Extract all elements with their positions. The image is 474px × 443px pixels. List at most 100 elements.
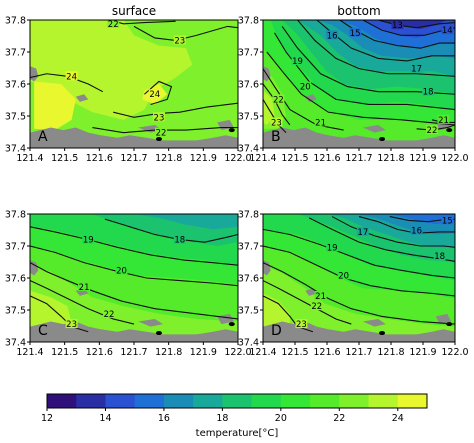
contour-label-bg	[314, 290, 327, 300]
colorbar-segment	[339, 394, 370, 408]
contour-label-bg	[326, 242, 339, 252]
contour-line	[92, 126, 238, 134]
temperature-band	[30, 265, 238, 342]
y-tick-label: 37.5	[5, 112, 26, 123]
contour-label: 15	[350, 29, 361, 39]
colorbar-segment	[134, 394, 165, 408]
x-tick-label: 121.8	[155, 347, 182, 358]
contour-label: 20	[300, 83, 311, 93]
colorbar-tick-label: 12	[41, 413, 53, 424]
panel-C-field: 18 19 20 21 22 23	[30, 214, 238, 342]
y-tick-label: 37.4	[238, 144, 259, 155]
x-tick-label: 121.6	[86, 153, 113, 164]
contour-label-bg	[103, 308, 116, 318]
contour-line	[263, 68, 344, 131]
contour-label-bg	[410, 225, 423, 235]
contour-label-bg	[437, 114, 450, 124]
colorbar-segment	[251, 394, 282, 408]
x-tick-label: 121.7	[345, 347, 372, 358]
contour-line	[30, 245, 238, 287]
colorbar-segment	[397, 394, 428, 408]
contour-label: 19	[83, 236, 94, 246]
contour-label: 18	[434, 252, 445, 262]
contour-label: 22	[427, 126, 438, 136]
land-mass	[138, 318, 164, 327]
contour-label-bg	[107, 20, 120, 28]
x-tick-label: 121.7	[120, 347, 147, 358]
contour-line	[263, 228, 455, 279]
colorbar-segment	[163, 394, 194, 408]
land-mass	[263, 127, 455, 148]
contour-label: 23	[174, 36, 185, 46]
contour-line	[133, 25, 238, 42]
contour-line	[30, 295, 89, 333]
contour-line	[30, 262, 238, 320]
contour-label-bg	[356, 226, 369, 236]
y-tick-label: 37.4	[238, 338, 259, 349]
y-tick-label: 37.7	[5, 48, 26, 59]
contour-label-bg	[425, 125, 438, 135]
contour-label: 23	[154, 113, 165, 123]
x-tick-label: 121.5	[51, 347, 78, 358]
panel-letter: A	[38, 129, 48, 145]
x-tick-label: 121.9	[409, 347, 436, 358]
contour-label-bg	[337, 270, 350, 280]
colorbar-segment	[222, 394, 253, 408]
contour-label-bg	[173, 35, 186, 45]
colorbar-segment	[310, 394, 340, 408]
contour-label: 17	[411, 65, 422, 75]
contour-label: 16	[327, 31, 338, 41]
x-tick-label: 121.7	[345, 153, 372, 164]
colorbar: 12 14 16 18 20 22 24 temperature[°C]	[41, 393, 428, 439]
y-tick-label: 37.6	[5, 80, 26, 91]
temperature-band	[34, 81, 76, 131]
y-tick-label: 37.8	[238, 16, 259, 27]
island-marker	[155, 331, 162, 336]
contour-line	[263, 280, 352, 325]
contour-label-bg	[148, 89, 161, 99]
contour-label: 15	[442, 216, 453, 226]
x-tick-label: 121.6	[313, 153, 340, 164]
contour-line	[263, 262, 455, 325]
contour-line	[274, 32, 455, 111]
x-tick-label: 121.5	[51, 153, 78, 164]
y-tick-label: 37.8	[5, 210, 26, 221]
y-tick-label: 37.6	[5, 274, 26, 285]
colorbar-tick-label: 14	[99, 413, 111, 424]
contour-label: 13	[392, 21, 403, 31]
x-tick-label: 122.0	[441, 347, 468, 358]
contour-label: 21	[315, 292, 326, 302]
contour-line	[281, 26, 455, 95]
contour-line	[263, 245, 455, 297]
land-mass	[30, 321, 238, 342]
contour-label-bg	[391, 20, 404, 30]
colorbar-label: temperature[°C]	[196, 428, 279, 439]
contour-line	[331, 216, 455, 248]
x-tick-label: 121.8	[377, 347, 404, 358]
contour-line	[263, 83, 291, 126]
x-tick-label: 121.5	[281, 347, 308, 358]
contour-label-bg	[78, 281, 91, 291]
x-tick-label: 121.4	[249, 153, 276, 164]
contour-label: 22	[273, 95, 284, 105]
contour-label-bg	[422, 86, 435, 96]
colorbar-tick-label: 16	[158, 413, 170, 424]
contour-label-bg	[326, 30, 339, 40]
y-tick-label: 37.5	[238, 306, 259, 317]
contour-label-bg	[291, 55, 304, 65]
x-tick-label: 121.4	[249, 347, 276, 358]
contour-label: 21	[79, 283, 90, 293]
contour-label-bg	[295, 319, 308, 329]
colorbar-segment	[105, 394, 136, 408]
contour-label: 23	[271, 118, 282, 128]
y-tick-label: 37.5	[5, 306, 26, 317]
contour-label-bg	[65, 71, 78, 81]
colorbar-frame	[46, 393, 428, 409]
contour-label-bg	[349, 27, 362, 37]
x-tick-label: 121.5	[281, 153, 308, 164]
contour-line	[144, 80, 173, 106]
